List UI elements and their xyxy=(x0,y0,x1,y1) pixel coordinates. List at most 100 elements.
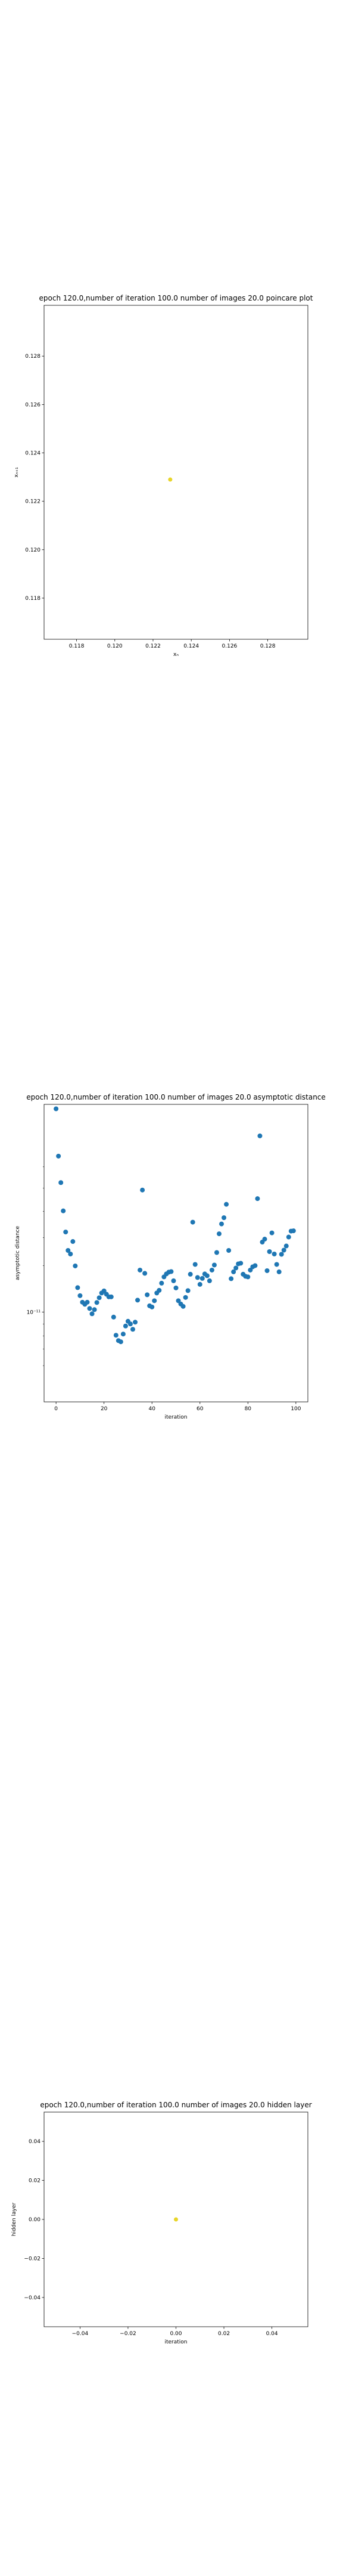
data-point xyxy=(274,1262,279,1267)
data-point xyxy=(56,1153,61,1159)
x-tick-label: 0.120 xyxy=(107,643,123,649)
x-tick-label: 0.122 xyxy=(145,643,161,649)
x-axis-label: iteration xyxy=(164,2339,187,2345)
data-point xyxy=(183,1295,188,1300)
data-point xyxy=(255,1196,260,1202)
data-point xyxy=(75,1285,80,1290)
data-point xyxy=(77,1293,83,1298)
data-point xyxy=(262,1237,267,1242)
y-axis-label: hidden layer xyxy=(11,2203,17,2237)
data-point xyxy=(63,1230,68,1235)
data-point xyxy=(207,1278,212,1283)
x-tick-label: 0.00 xyxy=(170,2331,182,2337)
data-point xyxy=(145,1292,150,1298)
data-point xyxy=(185,1288,191,1293)
poincare-plot-svg: epoch 120.0,number of iteration 100.0 nu… xyxy=(14,294,313,658)
data-point xyxy=(135,1298,141,1303)
data-point xyxy=(66,1248,71,1253)
data-point xyxy=(96,1295,102,1301)
x-tick-label: 60 xyxy=(197,1406,204,1412)
data-point xyxy=(222,1215,227,1221)
data-point xyxy=(169,1269,174,1274)
data-point xyxy=(219,1221,224,1227)
data-point xyxy=(89,1311,95,1317)
data-point xyxy=(209,1267,214,1272)
data-point xyxy=(94,1300,99,1305)
data-point xyxy=(197,1281,202,1287)
data-point xyxy=(111,1314,116,1320)
data-point xyxy=(211,1262,217,1268)
y-tick-label: 0.128 xyxy=(25,354,40,360)
data-point xyxy=(68,1251,73,1256)
data-point xyxy=(199,1275,205,1281)
x-tick-label: 0 xyxy=(54,1406,58,1412)
data-point xyxy=(229,1276,234,1281)
hidden-layer-plot: epoch 120.0,number of iteration 100.0 nu… xyxy=(0,2099,343,2349)
x-tick-label: 0.126 xyxy=(222,643,238,649)
data-point xyxy=(279,1252,284,1257)
data-point xyxy=(140,1187,145,1193)
data-point xyxy=(85,1299,90,1305)
data-point xyxy=(272,1251,277,1256)
data-point xyxy=(54,1106,59,1111)
y-tick-label: 0.04 xyxy=(29,2139,40,2145)
x-tick-label: 0.128 xyxy=(260,643,276,649)
x-tick-label: −0.04 xyxy=(72,2331,89,2337)
data-point xyxy=(159,1280,164,1286)
data-point xyxy=(113,1333,119,1338)
x-tick-label: 0.124 xyxy=(183,643,199,649)
data-point xyxy=(133,1320,138,1325)
x-axis-label: iteration xyxy=(164,1414,187,1420)
y-tick-label: 10⁻¹¹ xyxy=(27,1309,41,1315)
y-tick-label: 0.124 xyxy=(25,451,40,457)
data-point xyxy=(149,1304,155,1309)
x-tick-label: −0.02 xyxy=(120,2331,136,2337)
data-point xyxy=(214,1250,219,1255)
data-point xyxy=(87,1306,92,1311)
data-point xyxy=(120,1332,126,1337)
asymptotic-distance-plot: epoch 120.0,number of iteration 100.0 nu… xyxy=(0,1091,343,1425)
data-point xyxy=(286,1234,291,1240)
data-point xyxy=(216,1231,222,1237)
data-point xyxy=(130,1327,136,1332)
data-point xyxy=(168,477,173,482)
data-point xyxy=(267,1249,272,1255)
data-point xyxy=(224,1202,229,1207)
data-point xyxy=(226,1248,232,1253)
y-tick-label: 0.00 xyxy=(29,2217,40,2223)
data-point xyxy=(190,1219,195,1225)
data-point xyxy=(188,1271,193,1277)
data-point xyxy=(101,1288,107,1293)
data-point xyxy=(73,1263,78,1268)
data-point xyxy=(123,1323,128,1329)
x-axis-label: xₙ xyxy=(173,652,179,658)
data-point xyxy=(252,1263,258,1268)
y-tick-label: 0.126 xyxy=(25,402,40,408)
data-point xyxy=(248,1267,253,1272)
data-point xyxy=(176,1298,181,1304)
y-axis-label: xₙ₊₁ xyxy=(14,467,20,478)
data-point xyxy=(204,1273,210,1278)
data-point xyxy=(264,1268,270,1273)
data-point xyxy=(152,1298,157,1304)
data-point xyxy=(245,1274,251,1280)
data-point xyxy=(108,1294,114,1299)
data-point xyxy=(180,1304,186,1309)
y-tick-label: 0.120 xyxy=(25,547,40,553)
y-tick-label: 0.118 xyxy=(25,596,40,602)
data-point xyxy=(171,1278,176,1283)
chart-title: epoch 120.0,number of iteration 100.0 nu… xyxy=(39,294,313,302)
data-point xyxy=(61,1208,66,1213)
poincare-plot: epoch 120.0,number of iteration 100.0 nu… xyxy=(0,292,343,662)
data-point xyxy=(276,1269,282,1274)
asymptotic-distance-plot-svg: epoch 120.0,number of iteration 100.0 nu… xyxy=(15,1093,326,1420)
data-point xyxy=(174,2217,178,2222)
data-point xyxy=(118,1339,123,1345)
data-point xyxy=(281,1247,286,1253)
y-axis-label: asymptotic distance xyxy=(15,1226,21,1280)
data-point xyxy=(283,1243,289,1249)
data-point xyxy=(157,1287,162,1293)
x-tick-label: 80 xyxy=(245,1406,252,1412)
plot-frame xyxy=(43,1104,308,1402)
data-point xyxy=(192,1262,198,1267)
